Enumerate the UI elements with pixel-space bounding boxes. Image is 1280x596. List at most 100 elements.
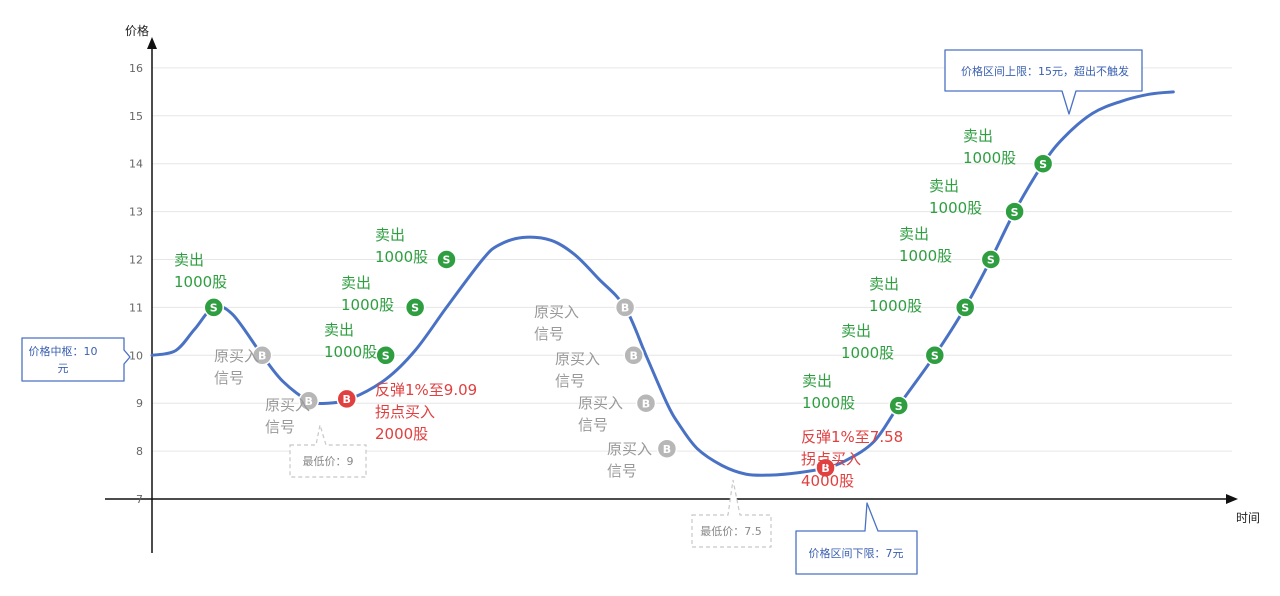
- sell-marker-letter: S: [1039, 158, 1047, 171]
- callout-price-center-line2: 元: [58, 362, 69, 375]
- sell-marker-letter: S: [443, 254, 451, 267]
- original-buy-signal-marker: B: [298, 390, 319, 412]
- buy-marker-dot: [815, 457, 836, 479]
- y-tick-label: 13: [129, 206, 143, 219]
- callout-lower-limit: 价格区间下限：7元: [795, 502, 918, 575]
- original-buy-signal-marker-letter: B: [663, 443, 671, 456]
- sell-marker-label: 卖出: [324, 321, 354, 339]
- sell-marker-dot: [980, 249, 1002, 270]
- y-tick-label: 11: [129, 301, 143, 314]
- trade-markers: S B B B S S S B B B B B S S S S S S: [203, 153, 1054, 479]
- y-tick-label: 7: [136, 493, 143, 506]
- buy-marker: B: [336, 388, 357, 410]
- sell-marker-label: 1000股: [174, 273, 227, 291]
- callout-price-center-line1: 价格中枢：10: [29, 344, 98, 358]
- axes: 价格 时间: [105, 23, 1260, 553]
- sell-marker-label: 1000股: [841, 344, 894, 362]
- sell-marker: S: [1032, 153, 1054, 174]
- buy-marker-label: 反弹1%至7.58: [801, 428, 903, 446]
- original-buy-signal-marker-label: 信号: [265, 418, 295, 436]
- x-axis-label: 时间: [1236, 511, 1260, 525]
- buy-marker-label: 2000股: [375, 425, 428, 443]
- original-buy-signal-marker-dot: [251, 345, 273, 366]
- callout-lower-limit-text: 价格区间下限：7元: [809, 546, 904, 560]
- sell-marker: S: [924, 345, 946, 366]
- original-buy-signal-marker-letter: B: [305, 395, 313, 408]
- original-buy-signal-marker: B: [251, 345, 273, 366]
- original-buy-signal-marker-letter: B: [258, 350, 266, 363]
- sell-marker-label: 1000股: [324, 343, 377, 361]
- original-buy-signal-marker-dot: [298, 390, 319, 412]
- buy-marker: B: [815, 457, 836, 479]
- sell-marker-label: 1000股: [375, 248, 428, 266]
- sell-marker: S: [203, 297, 224, 318]
- callout-upper-limit-text: 价格区间上限：15元，超出不触发: [961, 64, 1129, 78]
- sell-marker-dot: [1032, 153, 1054, 174]
- callout-price-center: 价格中枢：10 元: [21, 337, 131, 382]
- sell-marker-letter: S: [987, 254, 995, 267]
- original-buy-signal-marker-label: 原买入: [555, 350, 600, 368]
- sell-marker-label: 卖出: [841, 322, 871, 340]
- sell-marker: S: [375, 345, 396, 366]
- original-buy-signal-marker-label: 原买入: [214, 347, 259, 365]
- sell-marker: S: [1004, 201, 1025, 222]
- original-buy-signal-marker: B: [623, 345, 644, 366]
- annotations: 价格中枢：10 元 价格区间上限：15元，超出不触发 价格区间下限：7元 最低价…: [21, 49, 1143, 575]
- sell-marker-dot: [1004, 201, 1025, 222]
- price-line: [150, 90, 1175, 477]
- sell-marker-letter: S: [895, 400, 903, 413]
- y-tick-label: 15: [129, 110, 143, 123]
- sell-marker: S: [954, 297, 976, 318]
- original-buy-signal-marker-dot: [623, 345, 644, 366]
- sell-marker-label: 卖出: [899, 225, 929, 243]
- sell-marker-label: 卖出: [375, 226, 405, 244]
- original-buy-signal-marker: B: [656, 438, 678, 459]
- original-buy-signal-marker-dot: [656, 438, 678, 459]
- y-tick-label: 8: [136, 445, 143, 458]
- sell-marker-dot: [404, 297, 426, 318]
- sell-marker-label: 卖出: [929, 177, 959, 195]
- original-buy-signal-marker-dot: [614, 297, 636, 318]
- sell-marker-label: 1000股: [929, 199, 982, 217]
- y-axis-label: 价格: [125, 23, 149, 38]
- sell-marker: S: [888, 395, 909, 416]
- sell-marker-dot: [436, 249, 457, 270]
- sell-marker-label: 1000股: [341, 296, 394, 314]
- sell-marker-label: 卖出: [174, 251, 204, 269]
- original-buy-signal-marker-label: 原买入: [607, 440, 652, 458]
- original-buy-signal-marker-dot: [635, 392, 657, 414]
- low-price-box-7-5: 最低价：7.5: [691, 479, 772, 548]
- original-buy-signal-marker: B: [635, 392, 657, 414]
- y-tick-label: 10: [129, 349, 143, 362]
- original-buy-signal-marker-letter: B: [621, 302, 629, 315]
- buy-marker-letter: B: [821, 462, 829, 475]
- original-buy-signal-marker-letter: B: [642, 397, 650, 410]
- x-axis-arrow-icon: [1226, 494, 1238, 504]
- sell-marker-label: 1000股: [899, 247, 952, 265]
- sell-marker: S: [980, 249, 1002, 270]
- original-buy-signal-marker: B: [614, 297, 636, 318]
- trade-marker-labels: 卖出1000股原买入信号原买入信号反弹1%至9.09拐点买入2000股卖出100…: [174, 127, 1016, 490]
- sell-marker-letter: S: [411, 302, 419, 315]
- original-buy-signal-marker-label: 信号: [555, 372, 585, 390]
- original-buy-signal-marker-label: 信号: [214, 369, 244, 387]
- callout-upper-limit: 价格区间上限：15元，超出不触发: [944, 49, 1143, 115]
- original-buy-signal-marker-letter: B: [629, 350, 637, 363]
- buy-marker-label: 拐点买入: [375, 403, 435, 421]
- original-buy-signal-marker-label: 原买入: [534, 303, 579, 321]
- sell-marker-label: 1000股: [869, 297, 922, 315]
- sell-marker-label: 卖出: [802, 372, 832, 390]
- buy-marker-dot: [336, 388, 357, 410]
- sell-marker-dot: [888, 395, 909, 416]
- sell-marker-label: 卖出: [963, 127, 993, 145]
- sell-marker-dot: [954, 297, 976, 318]
- sell-marker: S: [404, 297, 426, 318]
- sell-marker-label: 1000股: [802, 394, 855, 412]
- sell-marker: S: [436, 249, 457, 270]
- low-price-box-7-5-text: 最低价：7.5: [700, 525, 762, 538]
- buy-marker-label: 反弹1%至9.09: [375, 381, 477, 399]
- y-axis-arrow-icon: [147, 37, 157, 49]
- original-buy-signal-marker-label: 信号: [607, 462, 637, 480]
- y-tick-label: 14: [129, 158, 143, 171]
